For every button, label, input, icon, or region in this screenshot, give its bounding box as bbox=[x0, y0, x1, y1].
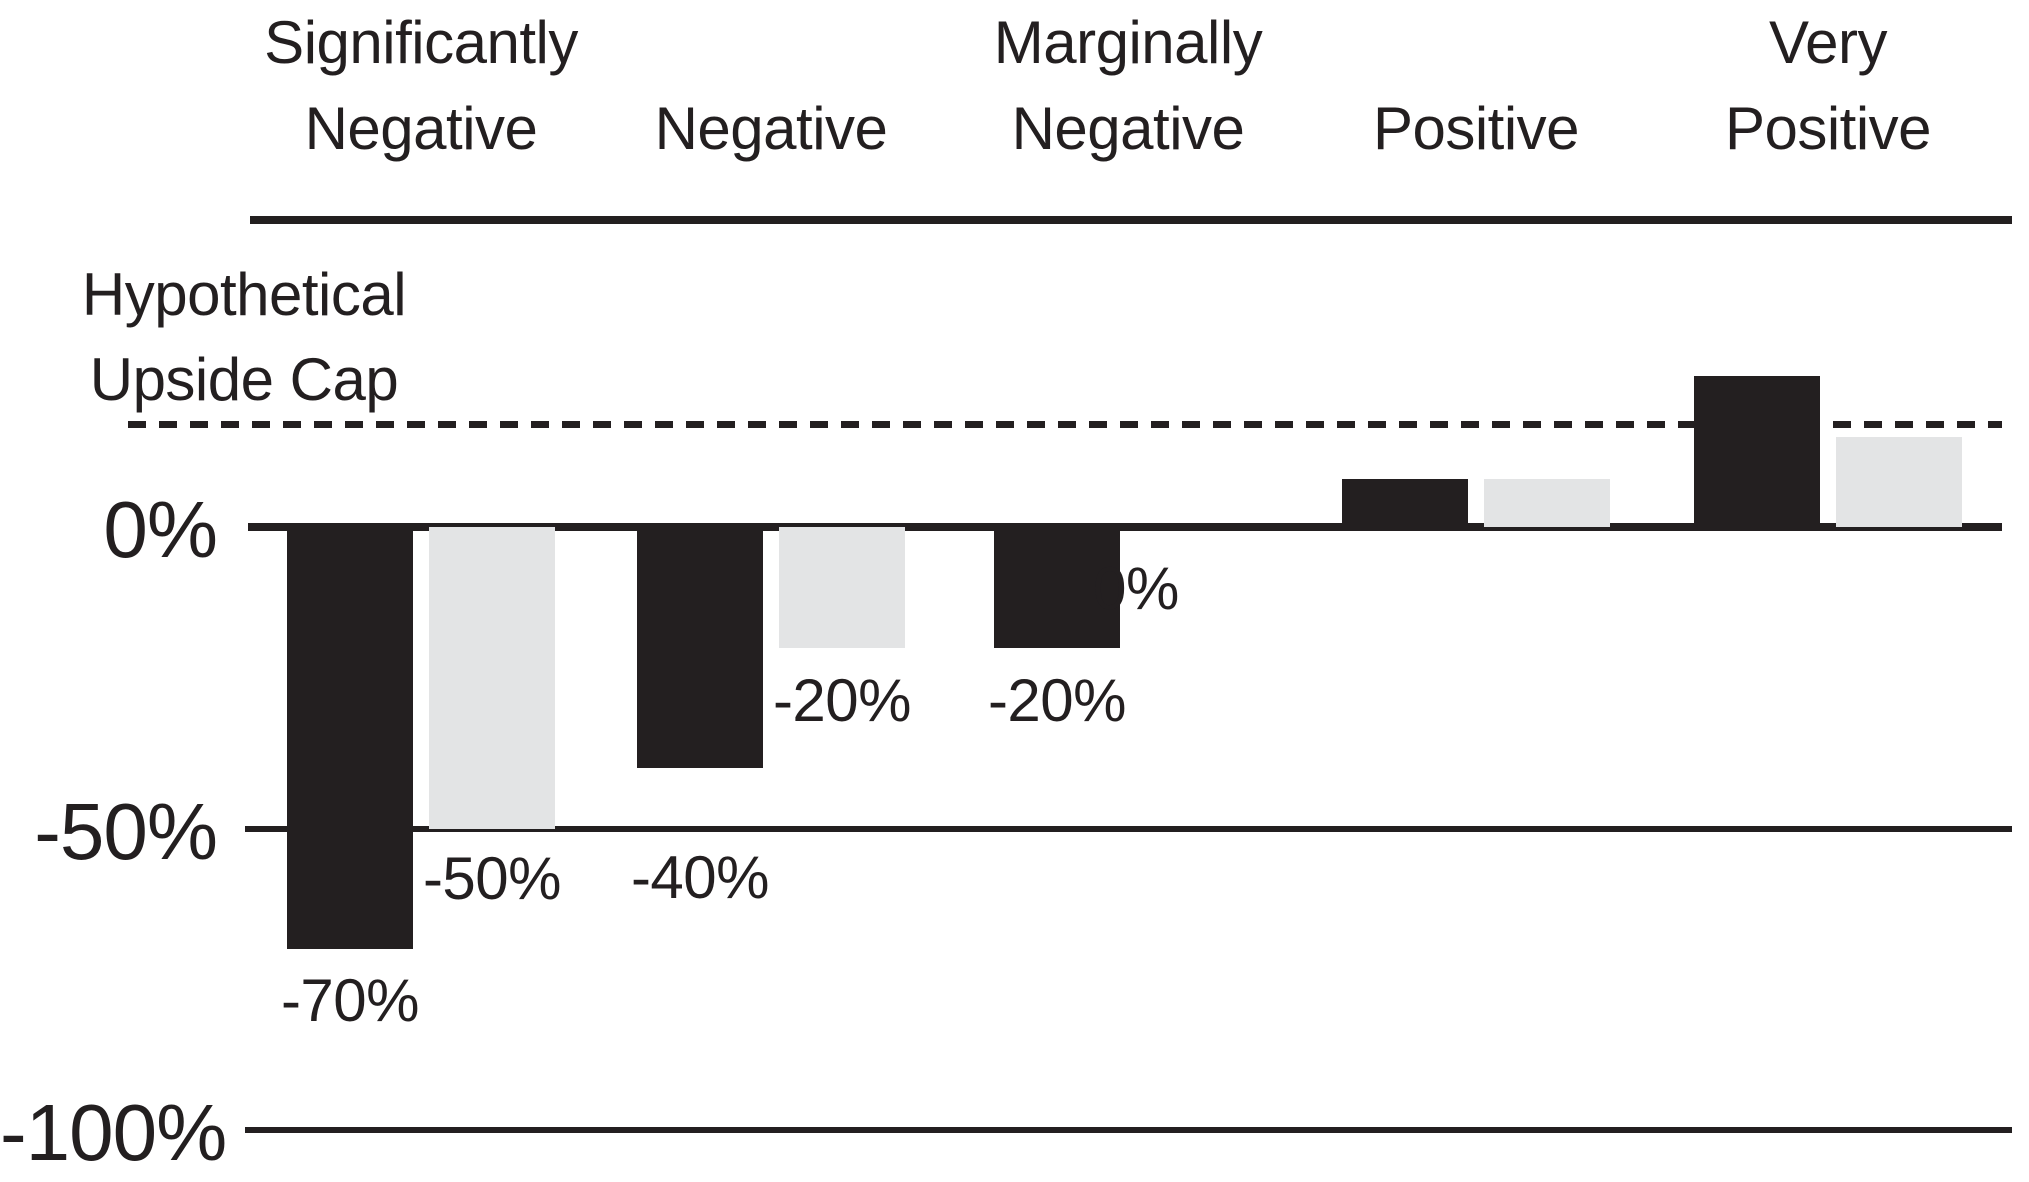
y-tick-label--100-: -100% bbox=[0, 1088, 227, 1177]
zero-axis-line bbox=[248, 523, 2002, 531]
category-label-significantly-negative: Significantly Negative bbox=[181, 0, 661, 172]
bar-underlying-index-significantly-negative bbox=[287, 527, 413, 950]
category-label-line: Negative bbox=[304, 95, 538, 162]
category-label-line: Marginally bbox=[993, 9, 1263, 76]
category-label-line: Very bbox=[1768, 9, 1888, 76]
bar-underlying-index-positive bbox=[1342, 478, 1468, 527]
gridline--100- bbox=[245, 1127, 2012, 1133]
bar-hypothetical-fund-very-positive bbox=[1836, 436, 1962, 527]
bar-underlying-index-very-positive bbox=[1694, 376, 1820, 527]
header-divider-line bbox=[250, 216, 2012, 224]
upside-cap-annotation-line1: Hypothetical bbox=[81, 261, 407, 328]
bar-value-label-underlying-index-marginally-negative: -20% bbox=[987, 666, 1127, 734]
y-tick-label--50-: -50% bbox=[34, 786, 218, 876]
category-label-line: Negative bbox=[1011, 95, 1245, 162]
category-label-line: Significantly bbox=[264, 9, 578, 76]
bar-hypothetical-fund-positive bbox=[1484, 478, 1610, 527]
category-label-positive: Positive bbox=[1236, 0, 1716, 172]
upside-cap-annotation-line2: Upside Cap bbox=[89, 346, 399, 413]
bar-value-label-hypothetical-fund-marginally-negative: 0% bbox=[1093, 555, 1179, 622]
category-label-line: Negative bbox=[654, 95, 888, 162]
category-label-very-positive: Very Positive bbox=[1588, 0, 2029, 172]
category-label-line: Positive bbox=[1724, 95, 1932, 162]
category-label-negative: Negative bbox=[531, 0, 1011, 172]
upside-cap-dashed-line bbox=[128, 421, 2002, 428]
bar-underlying-index-marginally-negative bbox=[994, 527, 1120, 648]
bar-value-label-hypothetical-fund-significantly-negative: -50% bbox=[422, 844, 562, 912]
gridline--50- bbox=[245, 825, 2012, 832]
category-label-marginally-negative: Marginally Negative bbox=[888, 0, 1368, 172]
bar-underlying-index-negative bbox=[637, 527, 763, 769]
upside-cap-annotation: Hypothetical Upside Cap bbox=[24, 252, 464, 422]
bar-value-label-underlying-index-significantly-negative: -70% bbox=[280, 967, 420, 1035]
bar-value-label-underlying-index-negative: -40% bbox=[630, 844, 770, 912]
bar-hypothetical-fund-negative bbox=[779, 527, 905, 648]
category-label-line: Positive bbox=[1372, 95, 1580, 162]
bar-hypothetical-fund-significantly-negative bbox=[429, 527, 555, 829]
bar-value-label-hypothetical-fund-negative: -20% bbox=[772, 666, 912, 734]
y-tick-label-0-: 0% bbox=[103, 485, 218, 574]
